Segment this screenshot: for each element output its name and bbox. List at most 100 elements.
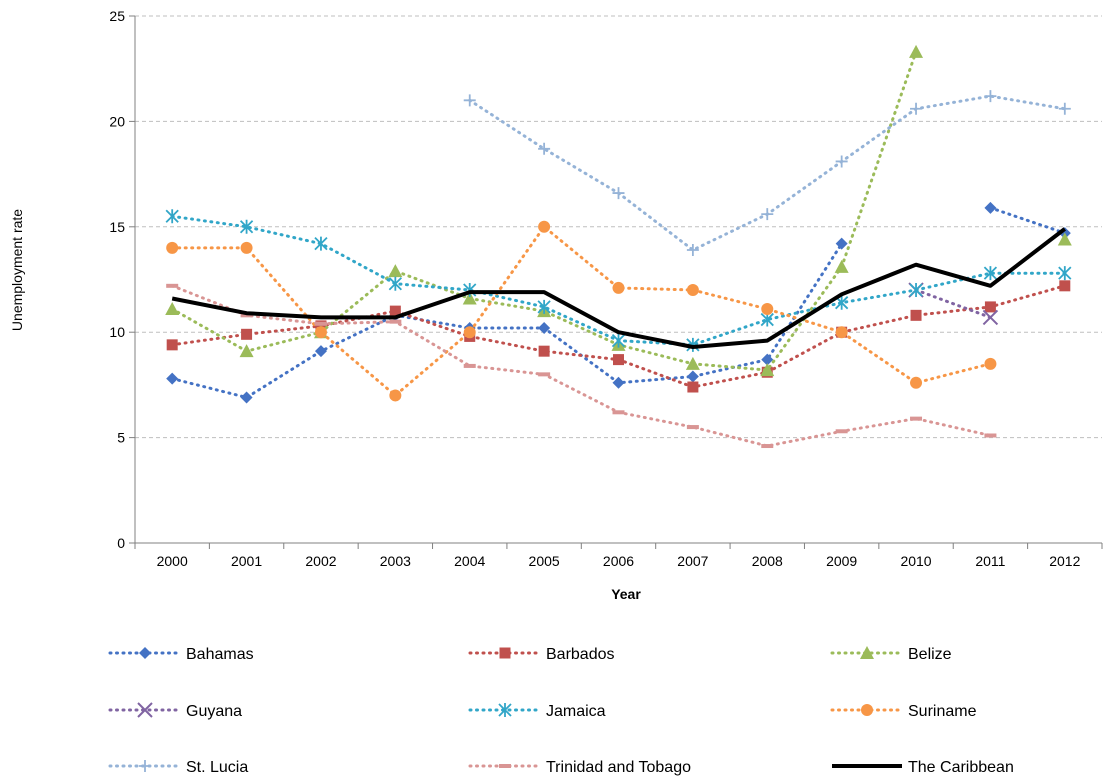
axes <box>129 15 1103 549</box>
y-tick-label-25: 25 <box>109 8 125 24</box>
legend-marker-guyana-shape <box>137 702 153 718</box>
legend-marker-bahamas <box>139 647 151 659</box>
point-belize-2000 <box>165 302 180 316</box>
point-st-lucia-2012 <box>1058 102 1071 115</box>
legend-label-suriname: Suriname <box>908 703 977 720</box>
point-barbados-2010 <box>910 309 922 321</box>
legend-label-jamaica: Jamaica <box>546 703 606 720</box>
point-st-lucia-2004 <box>463 94 476 107</box>
point-belize-2012 <box>1057 232 1072 246</box>
point-trinidad-and-tobago-2000 <box>166 283 179 288</box>
point-jamaica-2012 <box>1058 266 1072 281</box>
point-jamaica-2003-shape <box>388 276 402 291</box>
point-jamaica-2002-shape <box>314 236 328 251</box>
x-tick-label-2010: 2010 <box>900 553 931 569</box>
legend-label-guyana: Guyana <box>186 703 242 720</box>
point-suriname-2007 <box>686 284 699 297</box>
legend: Bahamas Barbados Belize Guyana Jamaica Surina… <box>108 646 1014 776</box>
point-bahamas-2006 <box>612 376 625 389</box>
point-suriname-2008 <box>761 303 774 316</box>
point-barbados-2012 <box>1059 280 1071 292</box>
point-guyana-2011 <box>982 309 999 326</box>
point-st-lucia-2011 <box>984 90 997 103</box>
x-tick-label-2011: 2011 <box>975 553 1005 569</box>
point-barbados-2003 <box>389 305 401 317</box>
point-suriname-2004 <box>463 326 476 339</box>
legend-marker-jamaica <box>498 703 512 717</box>
point-bahamas-2009 <box>835 237 848 250</box>
legend-label-barbados: Barbados <box>546 646 615 663</box>
legend-item-jamaica: Jamaica <box>468 703 606 720</box>
y-tick-labels: 0 5 10 15 20 25 <box>109 8 125 551</box>
point-belize-2010 <box>909 44 924 58</box>
point-barbados-2000 <box>166 339 178 351</box>
x-tick-label-2009: 2009 <box>826 553 857 569</box>
series-group <box>165 44 1072 449</box>
point-trinidad-and-tobago-2010 <box>910 416 923 421</box>
legend-item-belize: Belize <box>830 646 952 663</box>
y-axis-title: Unemployment rate <box>9 209 25 331</box>
point-belize-2004 <box>462 291 477 305</box>
point-st-lucia-2010 <box>910 102 923 115</box>
x-tick-labels: 2000 2001 2002 2003 2004 2005 2006 2007 2008 2009… <box>157 553 1081 569</box>
series-belize <box>165 44 1072 377</box>
legend-label-bahamas: Bahamas <box>186 646 254 663</box>
point-belize-2001 <box>239 344 254 358</box>
point-belize-2009 <box>834 259 849 273</box>
point-barbados-2011 <box>984 301 996 313</box>
series-the-caribbean <box>171 227 1067 349</box>
legend-item-bahamas: Bahamas <box>108 646 254 663</box>
x-axis-title: Year <box>611 586 641 602</box>
point-barbados-2005 <box>538 345 550 357</box>
x-tick-label-2000: 2000 <box>157 553 188 569</box>
point-st-lucia-2010-shape <box>910 102 923 115</box>
legend-marker-jamaica-shape <box>498 703 512 717</box>
legend-marker-barbados <box>499 647 511 659</box>
x-tick-label-2012: 2012 <box>1049 553 1080 569</box>
y-tick-label-0: 0 <box>117 535 125 551</box>
series-line-bahamas <box>170 206 1067 400</box>
legend-marker-guyana <box>137 702 153 718</box>
x-tick-label-2002: 2002 <box>305 553 336 569</box>
legend-label-belize: Belize <box>908 646 952 663</box>
gridlines <box>135 15 1102 439</box>
point-bahamas-2008 <box>761 353 774 366</box>
point-trinidad-and-tobago-2005 <box>538 372 551 377</box>
series-st-lucia <box>463 90 1071 256</box>
point-barbados-2006 <box>613 354 624 366</box>
point-bahamas-2001 <box>240 391 253 404</box>
y-tick-label-20: 20 <box>109 113 125 129</box>
point-suriname-2000 <box>166 241 179 254</box>
point-jamaica-2005 <box>537 299 551 314</box>
point-st-lucia-2007-shape <box>686 243 699 256</box>
point-belize-2007 <box>685 356 700 370</box>
point-trinidad-and-tobago-2003 <box>389 319 402 324</box>
point-bahamas-2007 <box>686 370 699 383</box>
point-st-lucia-2011-shape <box>984 90 997 103</box>
point-jamaica-2010-shape <box>909 283 923 298</box>
point-suriname-2002 <box>314 326 327 339</box>
legend-label-st-lucia: St. Lucia <box>186 759 248 776</box>
point-trinidad-and-tobago-2007 <box>686 425 699 430</box>
x-tick-label-2007: 2007 <box>677 553 708 569</box>
point-barbados-2007 <box>687 381 699 393</box>
point-jamaica-2012-shape <box>1058 266 1072 281</box>
series-line-guyana <box>914 288 992 319</box>
legend-item-st-lucia: St. Lucia <box>108 759 248 776</box>
x-tick-label-2001: 2001 <box>231 553 262 569</box>
point-guyana-2011-shape <box>982 309 999 326</box>
x-tick-label-2004: 2004 <box>454 553 485 569</box>
x-tick-label-2003: 2003 <box>380 553 411 569</box>
point-trinidad-and-tobago-2006 <box>612 410 625 415</box>
point-bahamas-2000 <box>166 372 179 385</box>
legend-item-guyana: Guyana <box>108 702 242 720</box>
point-trinidad-and-tobago-2004 <box>463 363 476 368</box>
point-jamaica-2007-shape <box>686 337 700 352</box>
point-trinidad-and-tobago-2002 <box>314 321 327 326</box>
point-st-lucia-2009-shape <box>835 155 848 168</box>
point-jamaica-2006 <box>611 333 626 348</box>
point-jamaica-2000 <box>165 209 179 224</box>
point-barbados-2001 <box>241 328 253 340</box>
y-tick-label-5: 5 <box>117 430 125 446</box>
legend-label-trinidad-and-tobago: Trinidad and Tobago <box>546 759 691 776</box>
